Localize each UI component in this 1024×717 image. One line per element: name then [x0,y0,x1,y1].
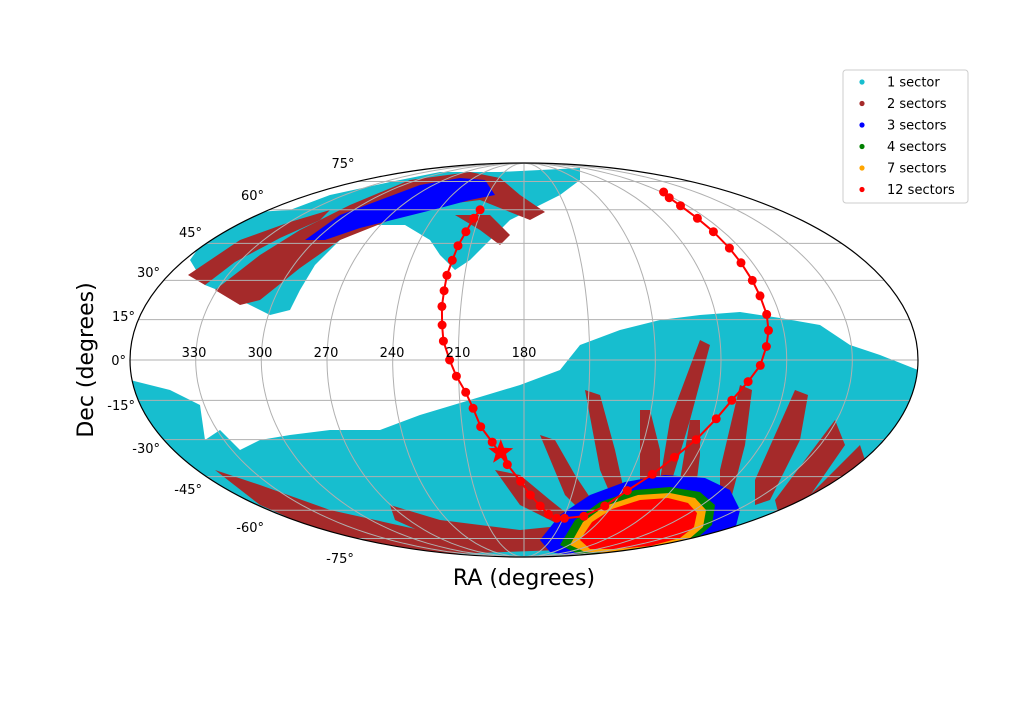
ecliptic-point [727,395,737,405]
y-axis-title: Dec (degrees) [74,282,99,437]
ecliptic-point [535,501,545,511]
coverage-north-2-sectors [215,172,545,305]
ecliptic-point [647,469,657,479]
plot-frame [129,162,919,558]
ecliptic-point [451,371,461,381]
ecliptic-point [736,258,746,268]
grid [130,162,918,558]
legend-label: 3 sectors [887,119,947,134]
ecliptic-point [579,511,589,521]
legend-item: 4 sectors [859,140,947,155]
star-marker [488,439,514,463]
legend-marker [859,79,865,85]
dec-tick-labels: 75° 60° 45° 30° 15° 0° -15° -30° -45° -6… [107,157,354,567]
dec-tick-label: 60° [241,189,264,204]
dec-tick-label: -45° [174,483,202,498]
ecliptic-path [437,187,773,523]
ecliptic-point [755,360,765,370]
ecliptic-point [724,243,734,253]
dec-tick-label: -60° [236,521,264,536]
coverage-north-1-sector [190,168,580,315]
legend-marker [859,143,865,150]
dec-tick-label: 75° [331,157,354,172]
legend-item: 3 sectors [859,119,947,134]
ecliptic-point [664,193,674,203]
ecliptic-point [453,241,463,251]
ra-tick-labels: 330 300 270 240 210 180 [182,346,537,361]
ecliptic-point [676,201,685,211]
legend-marker [859,165,865,171]
coverage-south-12-sectors [580,498,697,549]
legend-marker [859,100,865,107]
ecliptic-point [691,435,701,445]
ecliptic-point [544,509,553,519]
legend-item: 12 sectors [859,183,955,198]
ecliptic-point [439,286,449,296]
coverage-north-2-sectors-c [455,215,510,245]
ecliptic-point [461,387,471,397]
ecliptic-point [516,476,526,486]
ecliptic-point [600,501,610,511]
ecliptic-point [525,490,535,500]
ecliptic-point [559,513,569,523]
ecliptic-point [747,275,757,285]
ra-tick-label: 180 [512,346,537,361]
ecliptic-point [502,460,512,470]
dec-tick-label: -30° [132,442,160,457]
ecliptic-point [487,437,497,447]
ecliptic-point [711,414,721,424]
ecliptic-point [622,486,632,496]
coverage-north-3-sectors [305,178,495,240]
dec-tick-label: -75° [326,552,354,567]
ecliptic-point [447,255,457,265]
legend-marker [859,186,865,193]
ecliptic-point [659,187,669,197]
dec-tick-label: 30° [137,266,160,281]
ra-tick-label: 330 [182,346,207,361]
legend-label: 1 sector [887,76,940,91]
ecliptic-point [437,320,447,330]
dec-tick-label: 45° [179,226,202,241]
ecliptic-point [445,355,455,365]
ecliptic-point [438,336,448,346]
ecliptic-point [442,270,452,280]
ra-tick-label: 300 [248,346,273,361]
legend-item: 1 sector [859,76,940,91]
dec-tick-label: -15° [107,399,135,414]
legend: 1 sector 2 sectors 3 sectors 4 sectors 7 sec… [842,69,969,204]
ecliptic-point [669,452,679,462]
ecliptic-point [468,403,478,413]
ecliptic-point [761,342,771,351]
legend-label: 12 sectors [887,183,955,198]
coverage-north-2-sectors-b [188,210,330,285]
ecliptic-point [469,213,479,223]
ecliptic-point [764,325,773,335]
ecliptic-point [692,213,702,223]
legend-item: 7 sectors [859,162,947,177]
ecliptic-point [461,227,471,237]
dec-tick-label: 15° [112,310,135,325]
legend-marker [859,122,865,128]
legend-box [842,69,969,204]
ecliptic-point [743,377,753,387]
ra-tick-label: 270 [314,346,339,361]
ecliptic-point [552,513,562,523]
ecliptic-point [475,205,485,215]
ecliptic-point [755,291,765,301]
ra-tick-label: 210 [446,346,471,361]
ecliptic-point [437,301,447,311]
ecliptic-point [708,227,718,237]
ecliptic-point [762,309,772,319]
legend-label: 4 sectors [887,140,947,155]
x-axis-title: RA (degrees) [453,566,595,591]
legend-label: 7 sectors [887,162,947,177]
legend-label: 2 sectors [887,97,947,112]
dec-tick-label: 0° [111,354,126,369]
ecliptic-point [476,422,486,432]
ra-tick-label: 240 [380,346,405,361]
legend-item: 2 sectors [859,97,947,112]
